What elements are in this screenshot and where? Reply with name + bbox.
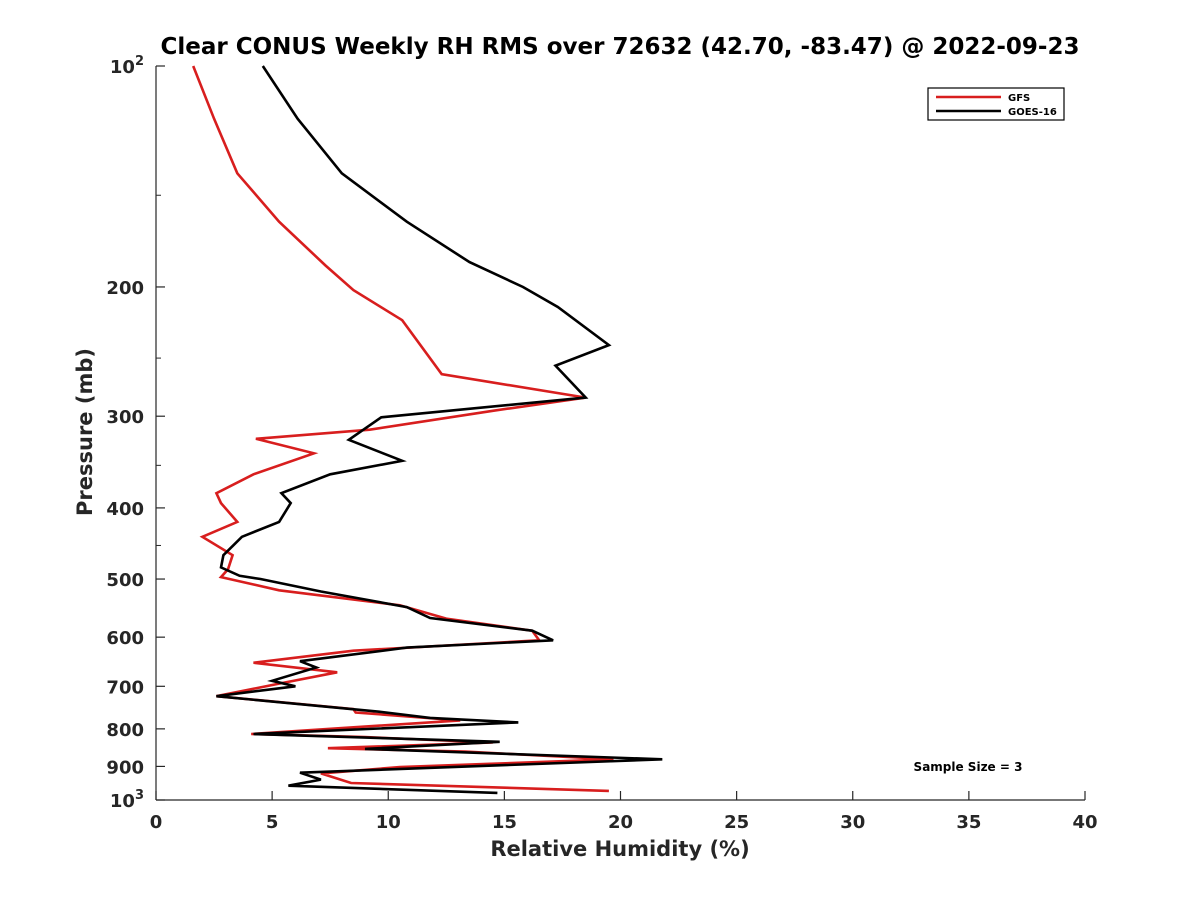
x-tick-label: 30 — [840, 812, 865, 833]
y-tick-label: 500 — [106, 570, 144, 591]
y-tick-label: 102 — [110, 54, 144, 78]
x-tick-label: 15 — [492, 812, 517, 833]
legend-label-goes-16: GOES-16 — [1008, 107, 1057, 118]
y-tick-label: 700 — [106, 677, 144, 698]
legend-label-gfs: GFS — [1008, 93, 1030, 104]
plot-area: 0 5 10 15 20 25 30 35 40 102 200 300 400 500 600 700 800… — [106, 54, 1097, 833]
axes-group: 0 5 10 15 20 25 30 35 40 102 200 300 400 500 600 700 800… — [106, 54, 1097, 833]
chart-title: Clear CONUS Weekly RH RMS over 72632 (42… — [161, 34, 1080, 60]
sample-size-annotation: Sample Size = 3 — [914, 760, 1023, 774]
y-tick-label: 200 — [106, 278, 144, 299]
legend: GFS GOES-16 — [927, 87, 1065, 121]
y-tick-label: 600 — [106, 628, 144, 649]
x-tick-label: 40 — [1072, 812, 1097, 833]
x-tick-label: 5 — [266, 812, 279, 833]
y-tick-label: 800 — [106, 720, 144, 741]
y-tick-label: 900 — [106, 757, 144, 778]
series-group — [191, 65, 663, 795]
x-tick-label: 10 — [376, 812, 401, 833]
series-line-goes-16 — [216, 65, 663, 795]
legend-box — [927, 87, 1065, 121]
x-tick-label: 0 — [150, 812, 163, 833]
x-tick-label: 35 — [956, 812, 981, 833]
x-tick-label: 20 — [608, 812, 633, 833]
y-axis-label: Pressure (mb) — [73, 348, 97, 516]
x-tick-label: 25 — [724, 812, 749, 833]
y-tick-label: 300 — [106, 407, 144, 428]
y-tick-label: 103 — [110, 788, 144, 812]
x-axis-label: Relative Humidity (%) — [490, 837, 749, 861]
y-tick-label: 400 — [106, 499, 144, 520]
